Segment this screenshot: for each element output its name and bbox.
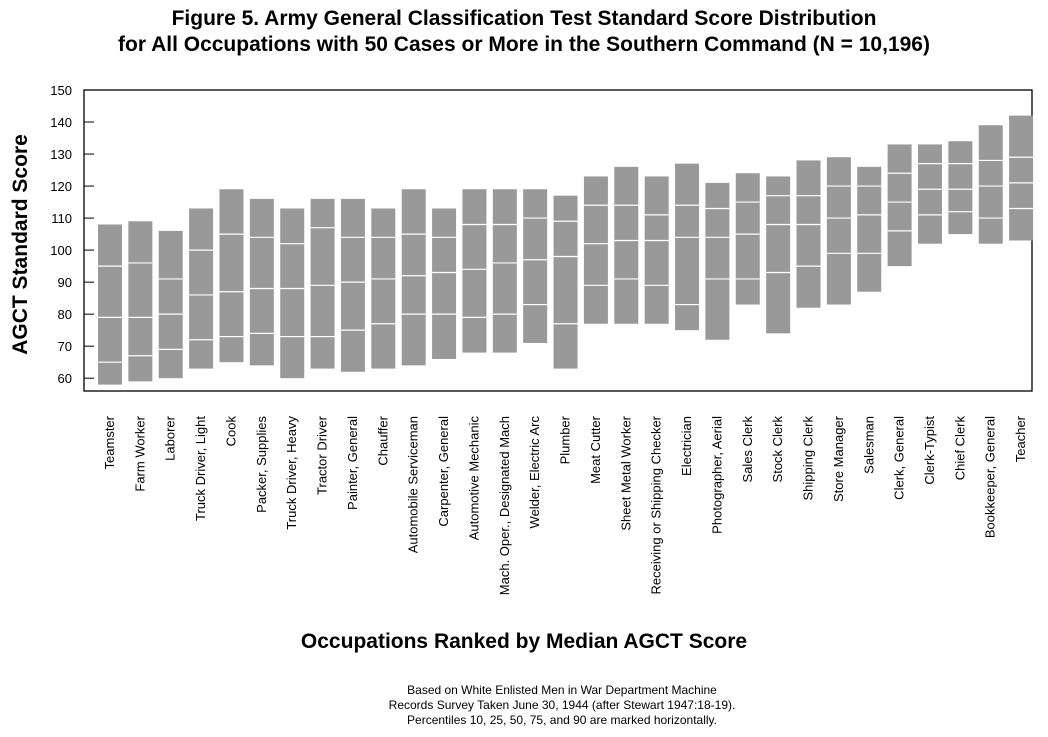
occupation-box: [371, 208, 396, 369]
occupation-box: [401, 189, 426, 366]
occupation-box: [310, 198, 335, 369]
occupation-box: [219, 189, 244, 363]
y-tick-label: 120: [50, 179, 72, 194]
occupation-label: Store Manager: [831, 415, 846, 502]
occupation-box: [98, 224, 122, 385]
occupation-box: [948, 141, 973, 235]
footnote-line-3: Percentiles 10, 25, 50, 75, and 90 are m…: [407, 713, 717, 727]
occupation-box: [614, 166, 639, 324]
occupation-label: Chauffer: [375, 415, 390, 465]
occupation-label: Bookkeeper, General: [983, 416, 998, 538]
occupation-label: Clerk-Typist: [922, 416, 937, 485]
occupation-box: [887, 144, 912, 267]
occupation-label: Clerk, General: [892, 416, 907, 500]
occupation-label: Chief Clerk: [952, 416, 967, 481]
occupation-label: Sales Clerk: [740, 416, 755, 483]
occupation-label: Salesman: [861, 416, 876, 474]
occupation-box: [189, 208, 214, 369]
occupation-label: Stock Clerk: [770, 416, 785, 483]
chart-title-line-1: Figure 5. Army General Classification Te…: [171, 7, 877, 30]
occupation-label: Welder, Electric Arc: [527, 416, 542, 529]
occupation-label: Photographer, Aerial: [709, 416, 724, 534]
chart-title-line-2: for All Occupations with 50 Cases or Mor…: [118, 33, 930, 56]
occupation-box: [523, 189, 548, 343]
occupation-box: [675, 163, 700, 331]
occupation-label: Laborer: [163, 415, 178, 460]
occupation-box: [249, 198, 274, 366]
occupation-box: [917, 144, 942, 244]
footnote-line-2: Records Survey Taken June 30, 1944 (afte…: [388, 698, 736, 712]
occupation-label: Painter, General: [345, 416, 360, 510]
footnote-line-1: Based on White Enlisted Men in War Depar…: [407, 683, 717, 697]
occupation-label: Tractor Driver: [315, 415, 330, 495]
x-axis-label: Occupations Ranked by Median AGCT Score: [300, 630, 748, 653]
occupation-label: Mach. Oper., Designated Mach: [497, 416, 512, 595]
occupation-box: [796, 160, 821, 308]
occupation-box: [158, 230, 183, 379]
y-tick-label: 110: [51, 211, 72, 226]
occupation-box: [826, 157, 851, 305]
occupation-box: [462, 189, 487, 353]
occupation-label: Truck Driver, Heavy: [284, 416, 299, 530]
occupation-box: [705, 182, 730, 340]
occupation-label: Cook: [223, 416, 238, 447]
occupation-box: [857, 166, 882, 292]
occupation-label: Plumber: [558, 415, 573, 464]
y-tick-label: 100: [50, 243, 72, 258]
occupation-label: Meat Cutter: [588, 415, 603, 484]
occupation-box: [432, 208, 457, 359]
y-tick-label: 80: [58, 307, 72, 322]
y-tick-label: 90: [58, 275, 72, 290]
occupation-box: [735, 173, 760, 305]
occupation-box: [644, 176, 669, 324]
occupation-box: [553, 195, 578, 369]
y-tick-label: 150: [50, 83, 72, 98]
y-tick-label: 130: [50, 147, 72, 162]
y-tick-label: 60: [58, 371, 72, 386]
y-axis-label: AGCT Standard Score: [9, 134, 32, 355]
occupation-box: [340, 198, 365, 372]
occupation-label: Truck Driver, Light: [193, 416, 208, 521]
occupation-label: Automotive Mechanic: [466, 416, 481, 541]
occupation-label: Automobile Serviceman: [406, 416, 421, 553]
occupation-label: Sheet Metal Worker: [618, 415, 633, 530]
occupation-box: [1009, 115, 1034, 241]
occupation-label: Receiving or Shipping Checker: [649, 415, 664, 594]
occupation-box: [766, 176, 791, 334]
occupation-label: Farm Worker: [132, 415, 147, 491]
occupation-label: Shipping Clerk: [801, 416, 816, 501]
occupation-label: Packer, Supplies: [254, 416, 269, 513]
occupation-box: [128, 221, 153, 382]
occupation-label: Electrician: [679, 416, 694, 476]
y-tick-label: 70: [58, 339, 72, 354]
occupation-label: Teamster: [102, 415, 117, 469]
occupation-label: Teacher: [1013, 415, 1028, 462]
occupation-box: [583, 176, 608, 324]
y-tick-label: 140: [50, 115, 72, 130]
occupation-label: Carpenter, General: [436, 416, 451, 527]
occupation-box: [492, 189, 517, 353]
occupation-box: [280, 208, 305, 379]
occupation-box: [978, 125, 1003, 244]
